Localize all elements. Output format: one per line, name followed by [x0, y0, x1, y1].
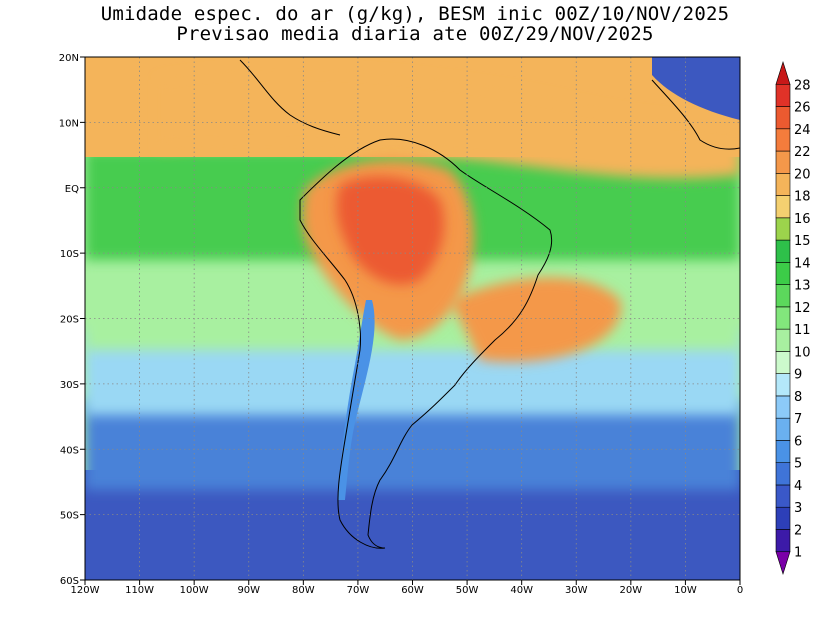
- colorbar-segment: [775, 440, 791, 463]
- colorbar-label: 4: [794, 479, 802, 494]
- colorbar-label: 1: [794, 546, 802, 561]
- colorbar-label: 9: [794, 368, 802, 383]
- colorbar-segment: [775, 506, 791, 530]
- colorbar-segment: [775, 217, 791, 241]
- colorbar-label: 16: [794, 212, 811, 227]
- lat-tick-label: 60S: [60, 576, 79, 587]
- colorbar-segment: [775, 395, 791, 419]
- lat-tick-label: EQ: [65, 184, 79, 195]
- lon-tick-label: 120W: [71, 585, 100, 596]
- lon-tick-label: 90W: [237, 585, 260, 596]
- colorbar-label: 6: [794, 434, 802, 449]
- colorbar-label: 12: [794, 301, 811, 316]
- colorbar-label: 22: [794, 145, 811, 160]
- colorbar-label: 10: [794, 345, 811, 360]
- lat-tick-label: 30S: [60, 380, 79, 391]
- coastlines: [239, 59, 740, 549]
- colorbar-segment: [775, 351, 791, 374]
- lat-tick-label: 10S: [60, 249, 79, 260]
- colorbar-segment: [775, 551, 791, 576]
- colorbar-label: 11: [794, 323, 811, 338]
- lon-tick-label: 110W: [125, 585, 154, 596]
- map-title-line2: Previsao media diaria ate 00Z/29/NOV/202…: [176, 23, 654, 45]
- lon-tick-label: 60W: [401, 585, 424, 596]
- latitude-ticks: 20N 10N EQ 10S 20S 30S 40S 50S 60S: [59, 53, 85, 587]
- lon-tick-label: 100W: [180, 585, 209, 596]
- colorbar-segment: [775, 83, 791, 107]
- colorbar-segment: [775, 306, 791, 330]
- colorbar-segment: [775, 106, 791, 130]
- lon-tick-label: 40W: [510, 585, 533, 596]
- colorbar-segment: [775, 373, 791, 397]
- colorbar-label: 2: [794, 523, 802, 538]
- lon-tick-label: 50W: [456, 585, 479, 596]
- colorbar-label: 26: [794, 101, 811, 116]
- colorbar-segment: [775, 173, 791, 196]
- lat-tick-label: 50S: [60, 511, 79, 522]
- colorbar-label: 24: [794, 123, 811, 138]
- colorbar-label: 7: [794, 412, 802, 427]
- colorbar-segment: [775, 60, 791, 85]
- colorbar-segment: [775, 484, 791, 508]
- colorbar-label: 3: [794, 501, 802, 516]
- colorbar-segment: [775, 195, 791, 219]
- lon-tick-label: 10W: [674, 585, 697, 596]
- colorbar-label: 15: [794, 234, 811, 249]
- lon-tick-label: 80W: [292, 585, 315, 596]
- colorbar-segment: [775, 284, 791, 308]
- lon-tick-label: 30W: [565, 585, 588, 596]
- colorbar-label: 18: [794, 190, 811, 205]
- colorbar-segment: [775, 150, 791, 174]
- colorbar-label: 20: [794, 167, 811, 182]
- colorbar-segment: [775, 529, 791, 553]
- colorbar-label: 13: [794, 279, 811, 294]
- colorbar-segment: [775, 328, 791, 352]
- map-title-line1: Umidade espec. do ar (g/kg), BESM inic 0…: [100, 3, 730, 25]
- lat-tick-label: 20N: [59, 53, 79, 64]
- colorbar-segment: [775, 128, 791, 152]
- lon-tick-label: 20W: [620, 585, 643, 596]
- lat-tick-label: 10N: [59, 118, 79, 129]
- colorbar-segment: [775, 262, 791, 285]
- longitude-ticks: 120W 110W 100W 90W 80W 70W 60W 50W 40W 30W 20W 10W 0: [71, 580, 743, 596]
- lon-tick-label: 70W: [347, 585, 370, 596]
- colorbar-label: 14: [794, 256, 811, 271]
- lon-tick-label: 0: [737, 585, 743, 596]
- lat-tick-label: 20S: [60, 315, 79, 326]
- colorbar-label: 5: [794, 457, 802, 472]
- colorbar-label: 28: [794, 78, 811, 93]
- colorbar-label: 8: [794, 390, 802, 405]
- colorbar-segment: [775, 417, 791, 441]
- colorbar-segment: [775, 462, 791, 486]
- lat-tick-label: 40S: [60, 445, 79, 456]
- colorbar-segment: [775, 239, 791, 263]
